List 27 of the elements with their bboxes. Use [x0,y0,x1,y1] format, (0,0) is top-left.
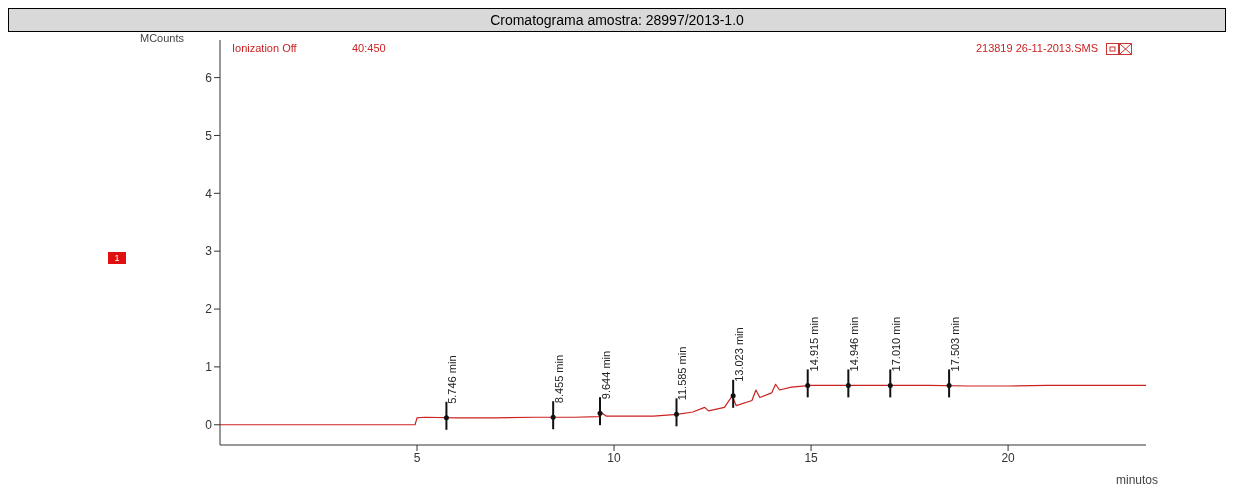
annotation: 40:450 [352,42,386,54]
annotation: 14.915 min [807,316,820,372]
y-tick-label: 5 [205,128,213,143]
y-tick-label: 3 [205,244,213,259]
y-tick-label: 1 [205,360,213,375]
annotation: Ionization Off [232,42,297,54]
annotation: 5.746 min [446,355,459,404]
x-tick-label: 5 [413,450,421,465]
chart-title: Cromatograma amostra: 28997/2013-1.0 [8,8,1226,32]
annotation: 17.503 min [949,316,962,372]
annotation: 14.946 min [848,316,861,372]
x-axis-title: minutos [1116,473,1159,487]
y-tick-label: 6 [205,70,213,85]
annotation: 8.455 min [553,354,566,404]
x-tick-label: 15 [804,450,819,465]
annotation: 13.023 min [733,327,746,382]
annotation: 9.644 min [600,350,613,400]
y-tick-label: 0 [205,418,213,433]
annotation: 11.585 min [676,346,689,401]
text: 1 [108,252,126,264]
x-tick-label: 20 [1001,450,1016,465]
y-tick-label: 4 [205,186,213,201]
y-tick-label: 2 [205,302,213,317]
annotation: 213819 26-11-2013.SMS [975,42,1098,54]
x-tick-label: 10 [607,450,622,465]
annotation: 17.010 min [890,316,903,372]
y-axis-title: MCounts [140,32,185,44]
